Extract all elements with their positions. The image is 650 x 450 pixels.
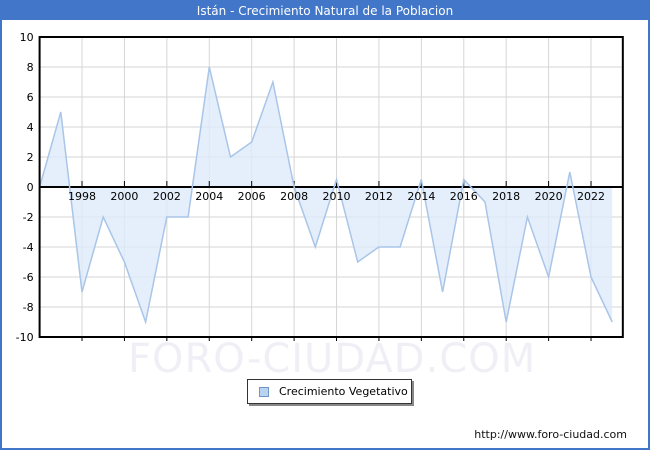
plot-frame [38,36,624,338]
x-tick-label: 2004 [195,190,223,203]
x-tick-label: 2014 [407,190,435,203]
y-tick-label: 2 [27,151,34,164]
y-tick-label: -4 [23,241,34,254]
x-tick-label: 2008 [280,190,308,203]
x-tick-label: 2016 [450,190,478,203]
y-tick-label: -10 [16,331,34,344]
x-tick-label: 2018 [492,190,520,203]
x-tick-label: 2010 [323,190,351,203]
x-tick-label: 2020 [535,190,563,203]
x-tick-label: 2002 [153,190,181,203]
series-area [39,67,613,322]
series-line [38,66,613,325]
x-tick-label: 2022 [577,190,605,203]
chart-title: Istán - Crecimiento Natural de la Poblac… [196,4,454,18]
y-tick-label: 8 [27,61,34,74]
x-tick-label: 1998 [68,190,96,203]
y-tick-label: 0 [27,181,34,194]
x-tick-label: 2012 [365,190,393,203]
y-tick-label: 4 [27,121,34,134]
legend-label: Crecimiento Vegetativo [279,385,408,398]
x-tick-label: 2006 [238,190,266,203]
y-tick-label: -6 [23,271,34,284]
legend-checkbox-icon[interactable] [259,386,269,397]
title-bar: Istán - Crecimiento Natural de la Poblac… [2,2,648,20]
y-tick-label: 10 [20,31,34,44]
y-tick-label: 6 [27,91,34,104]
legend-box[interactable]: Crecimiento Vegetativo [247,379,412,404]
y-tick-label: -8 [23,301,34,314]
footer-url: http://www.foro-ciudad.com [474,428,627,441]
x-tick-label: 2000 [110,190,138,203]
y-tick-label: -2 [23,211,34,224]
